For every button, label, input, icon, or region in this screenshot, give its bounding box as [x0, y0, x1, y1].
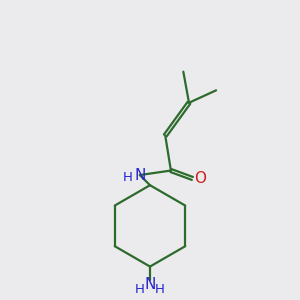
Text: H: H [135, 283, 145, 296]
Text: H: H [155, 283, 165, 296]
Text: N: N [134, 168, 146, 183]
Text: O: O [194, 171, 206, 186]
Text: H: H [122, 171, 132, 184]
Text: N: N [144, 277, 156, 292]
